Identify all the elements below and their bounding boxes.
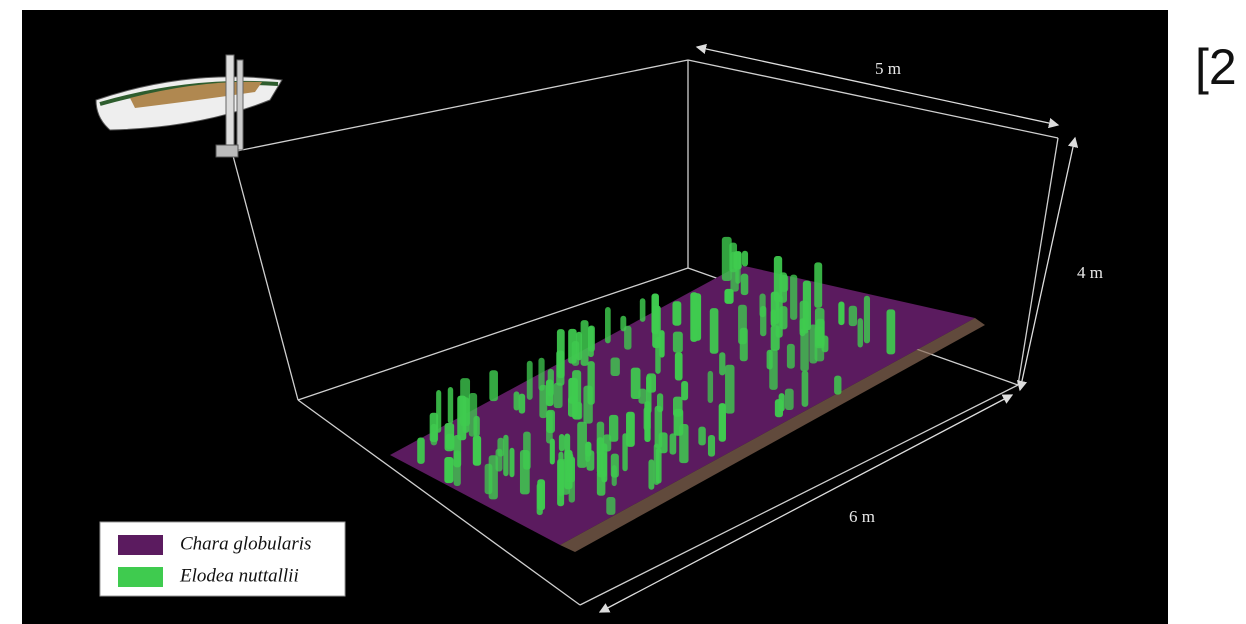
width-label: 5 m <box>875 59 901 78</box>
elodea-plant <box>708 371 713 403</box>
elodea-plant <box>834 376 841 395</box>
elodea-plant <box>710 308 719 354</box>
elodea-plant <box>681 381 688 400</box>
elodea-plant <box>436 390 441 433</box>
elodea-plant <box>546 410 555 433</box>
elodea-plant <box>672 301 681 325</box>
elodea-plant <box>838 301 844 325</box>
elodea-plant <box>417 438 425 464</box>
legend: Chara globularis Elodea nuttallii <box>100 522 345 596</box>
elodea-plant <box>457 396 466 441</box>
elodea-plant <box>670 433 677 454</box>
elodea-plant <box>583 386 592 424</box>
elodea-plant <box>787 344 795 369</box>
elodea-plant <box>775 399 783 417</box>
elodea-plant <box>779 275 788 292</box>
elodea-plant <box>725 365 734 414</box>
elodea-plant <box>514 391 520 410</box>
elodea-plant <box>698 427 705 446</box>
elodea-plant <box>644 407 651 431</box>
elodea-plant <box>546 379 554 406</box>
elodea-plant <box>659 432 668 453</box>
elodea-plant <box>776 295 783 338</box>
elodea-plant <box>858 318 863 347</box>
legend-swatch <box>118 567 163 587</box>
elodea-plant <box>651 293 658 334</box>
elodea-plant <box>719 403 726 442</box>
elodea-plant <box>485 464 493 495</box>
elodea-plant <box>785 389 794 410</box>
elodea-plant <box>473 436 481 466</box>
elodea-plant <box>568 378 578 404</box>
elodea-plant <box>886 309 895 354</box>
elodea-plant <box>759 294 765 318</box>
elodea-plant <box>790 275 797 320</box>
elodea-plant <box>469 393 477 437</box>
visualization: 5 m 4 m 6 m Chara globularis Elodea nutt… <box>22 10 1168 624</box>
elodea-plant <box>690 292 697 342</box>
elodea-plant <box>538 358 544 391</box>
elodea-plant <box>729 243 737 273</box>
elodea-plant <box>489 370 498 401</box>
elodea-plant <box>576 332 582 361</box>
elodea-plant <box>556 350 564 385</box>
elodea-plant <box>567 453 574 472</box>
elodea-plant <box>509 448 514 478</box>
elodea-plant <box>519 394 525 414</box>
elodea-plant <box>527 361 533 400</box>
elodea-plant <box>585 442 590 462</box>
legend-swatch <box>118 535 163 555</box>
elodea-plant <box>675 352 683 380</box>
elodea-plant <box>802 371 809 407</box>
elodea-plant <box>679 424 688 463</box>
elodea-plant <box>864 296 870 344</box>
elodea-plant <box>568 329 577 364</box>
elodea-plant <box>741 274 749 296</box>
elodea-plant <box>557 459 564 506</box>
elodea-plant <box>626 412 635 447</box>
elodea-plant <box>606 497 615 515</box>
elodea-plant <box>719 352 725 375</box>
elodea-plant <box>814 262 822 308</box>
elodea-plant <box>497 438 504 457</box>
elodea-plant <box>769 349 777 390</box>
legend-label: Elodea nuttallii <box>179 565 299 586</box>
elodea-plant <box>605 307 611 343</box>
elodea-plant <box>624 326 631 350</box>
height-label: 4 m <box>1077 263 1103 282</box>
elodea-plant <box>444 457 453 483</box>
elodea-plant <box>503 435 508 476</box>
slide: 5 m 4 m 6 m Chara globularis Elodea nutt… <box>0 0 1246 624</box>
elodea-plant <box>611 454 619 478</box>
elodea-plant <box>738 305 747 345</box>
elodea-plant <box>537 483 543 515</box>
elodea-plant <box>771 309 777 326</box>
length-label: 6 m <box>849 507 875 526</box>
elodea-plant <box>448 387 453 424</box>
elodea-plant <box>597 422 604 456</box>
elodea-plant <box>559 434 565 451</box>
elodea-plant <box>800 329 808 372</box>
elodea-plant <box>673 332 683 353</box>
elodea-plant <box>611 357 620 376</box>
elodea-plant <box>631 368 641 399</box>
elodea-plant <box>708 435 715 457</box>
elodea-plant <box>654 444 659 485</box>
legend-label: Chara globularis <box>180 533 311 554</box>
elodea-plant <box>523 432 531 470</box>
elodea-plant <box>648 459 654 489</box>
elodea-plant <box>673 397 683 417</box>
elodea-plant <box>446 434 455 449</box>
elodea-plant <box>588 326 594 357</box>
elodea-plant <box>640 298 646 322</box>
elodea-plant <box>597 471 606 496</box>
citation: [2 <box>1195 38 1237 96</box>
elodea-plant <box>815 308 825 348</box>
elodea-plant <box>609 415 618 442</box>
elodea-plant <box>849 306 857 326</box>
elodea-plant <box>554 383 563 408</box>
elodea-plant <box>742 251 748 267</box>
